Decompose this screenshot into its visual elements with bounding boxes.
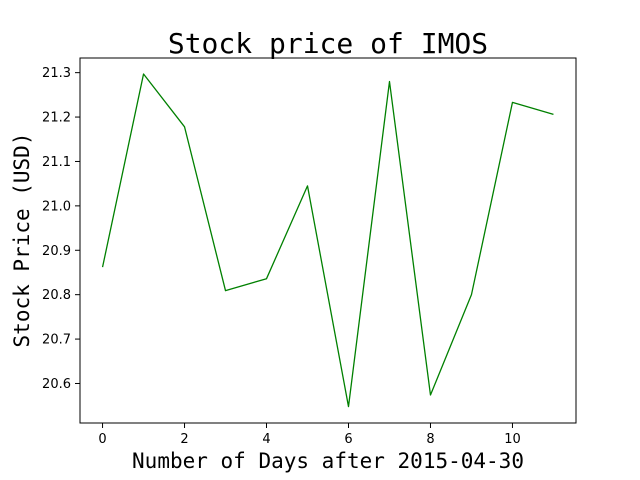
plot-area-frame (79, 57, 577, 424)
x-tick-label: 6 (344, 432, 352, 447)
series-group (101, 73, 554, 408)
x-axis: 0 2 4 6 8 10 (98, 423, 521, 447)
x-axis-label: Number of Days after 2015-04-30 (132, 449, 524, 473)
chart-title: Stock price of IMOS (168, 27, 488, 60)
y-tick-label: 21.2 (42, 111, 71, 126)
x-tick-label: 4 (262, 432, 270, 447)
y-axis: 20.6 20.7 20.8 20.9 21.0 21.1 21.2 21.3 (42, 66, 80, 392)
y-tick-label: 20.9 (42, 244, 71, 259)
y-tick-label: 21.1 (42, 155, 71, 170)
x-tick-label: 10 (504, 432, 521, 447)
y-tick-label: 20.7 (42, 333, 71, 348)
y-tick-label: 21.0 (42, 199, 71, 214)
y-tick-label: 21.3 (42, 66, 71, 81)
y-tick-label: 20.6 (42, 377, 71, 392)
x-tick-label: 2 (180, 432, 188, 447)
y-axis-label: Stock Price (USD) (10, 133, 34, 348)
x-tick-label: 8 (426, 432, 434, 447)
price-line (101, 73, 554, 408)
y-tick-label: 20.8 (42, 288, 71, 303)
x-tick-label: 0 (98, 432, 106, 447)
